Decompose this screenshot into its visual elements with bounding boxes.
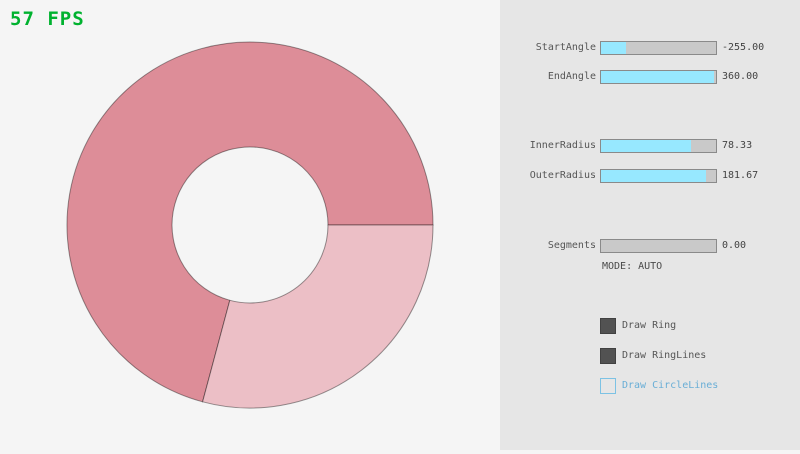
endangle-slider[interactable] <box>600 70 717 84</box>
draw-ringlines-label: Draw RingLines <box>622 350 707 361</box>
draw-ring-label: Draw Ring <box>622 320 677 331</box>
segments-slider[interactable] <box>600 239 717 253</box>
ring-chart <box>66 41 434 409</box>
innerradius-value: 78.33 <box>722 140 753 151</box>
outerradius-slider[interactable] <box>600 169 717 183</box>
segments-label: Segments <box>547 240 596 251</box>
outerradius-label: OuterRadius <box>529 170 596 181</box>
endangle-label: EndAngle <box>547 71 596 82</box>
checkbox-row-draw-ringlines: Draw RingLines <box>600 348 800 364</box>
innerradius-slider[interactable] <box>600 139 717 153</box>
endangle-slider-fill <box>601 71 714 83</box>
endangle-value: 360.00 <box>722 71 759 82</box>
segments-value: 0.00 <box>722 240 747 251</box>
checkbox-row-draw-ring: Draw Ring <box>600 318 800 334</box>
ring-segment-base <box>201 224 434 409</box>
slider-row-segments: Segments 0.00 <box>500 239 800 253</box>
slider-row-innerradius: InnerRadius 78.33 <box>500 139 800 153</box>
innerradius-slider-fill <box>601 140 691 152</box>
ring-segment-overlap <box>66 41 434 403</box>
outerradius-value: 181.67 <box>722 170 759 181</box>
outerradius-slider-fill <box>601 170 706 182</box>
draw-circlelines-checkbox[interactable] <box>600 378 616 394</box>
segments-mode-text: MODE: AUTO <box>602 261 663 272</box>
startangle-value: -255.00 <box>722 42 765 53</box>
checkbox-row-draw-circlelines: Draw CircleLines <box>600 378 800 394</box>
startangle-label: StartAngle <box>535 42 596 53</box>
slider-row-outerradius: OuterRadius 181.67 <box>500 169 800 183</box>
draw-ringlines-checkbox[interactable] <box>600 348 616 364</box>
fps-counter: 57 FPS <box>10 8 85 30</box>
startangle-slider[interactable] <box>600 41 717 55</box>
ring-chart-canvas <box>66 41 434 409</box>
innerradius-label: InnerRadius <box>529 140 596 151</box>
draw-ring-checkbox[interactable] <box>600 318 616 334</box>
startangle-slider-fill <box>601 42 627 54</box>
slider-row-endangle: EndAngle 360.00 <box>500 70 800 84</box>
controls-panel: StartAngle -255.00 EndAngle 360.00 Inner… <box>500 0 800 450</box>
draw-circlelines-label: Draw CircleLines <box>622 380 719 391</box>
slider-row-startangle: StartAngle -255.00 <box>500 41 800 55</box>
